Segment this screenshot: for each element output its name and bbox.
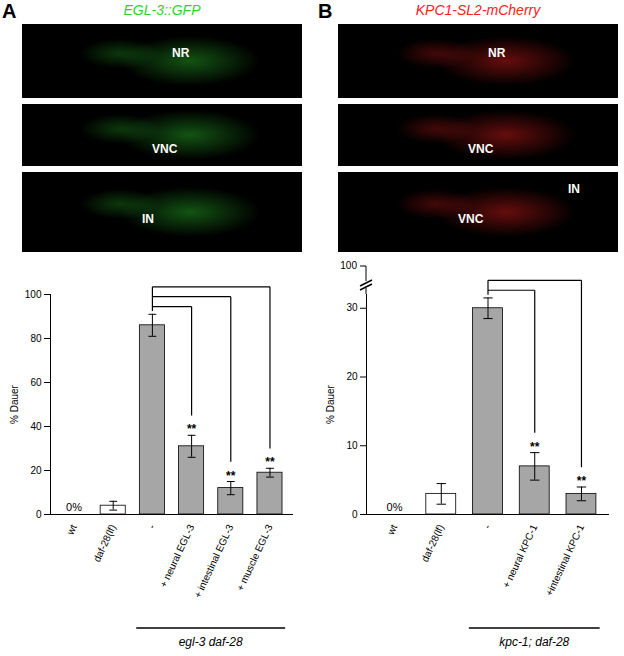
html-text:B: B bbox=[318, 0, 333, 22]
svg-text:20: 20 bbox=[30, 465, 42, 476]
svg-text:**: ** bbox=[530, 440, 540, 454]
svg-text:daf-28(lf): daf-28(lf) bbox=[91, 523, 118, 564]
html-text:VNC: VNC bbox=[468, 142, 494, 156]
svg-text:100: 100 bbox=[25, 289, 42, 300]
svg-text:+ neural EGL-3: + neural EGL-3 bbox=[158, 522, 197, 589]
html-text:VNC: VNC bbox=[152, 142, 178, 156]
html-text:NR: NR bbox=[488, 46, 506, 60]
svg-text:20: 20 bbox=[346, 371, 358, 382]
html-text:A: A bbox=[2, 0, 17, 22]
svg-text:40: 40 bbox=[30, 421, 42, 432]
svg-text:0%: 0% bbox=[387, 501, 403, 513]
svg-text:daf-28(lf): daf-28(lf) bbox=[419, 523, 446, 564]
html-text:EGL-3::GFP: EGL-3::GFP bbox=[123, 2, 201, 18]
html-text:KPC1-SL2-mCherry: KPC1-SL2-mCherry bbox=[415, 2, 541, 18]
svg-text:wt: wt bbox=[385, 523, 400, 538]
svg-text:egl-3 daf-28: egl-3 daf-28 bbox=[179, 635, 243, 649]
svg-text:100: 100 bbox=[340, 260, 357, 271]
svg-text:0: 0 bbox=[352, 509, 358, 520]
svg-text:0: 0 bbox=[36, 509, 42, 520]
svg-text:-: - bbox=[146, 523, 157, 531]
svg-text:**: ** bbox=[265, 455, 275, 469]
html-text:IN: IN bbox=[568, 182, 580, 196]
svg-text:**: ** bbox=[187, 422, 197, 436]
svg-text:10: 10 bbox=[346, 440, 358, 451]
svg-text:kpc-1; daf-28: kpc-1; daf-28 bbox=[499, 635, 569, 649]
svg-text:**: ** bbox=[577, 474, 587, 488]
svg-text:wt: wt bbox=[64, 523, 79, 538]
svg-text:60: 60 bbox=[30, 377, 42, 388]
svg-text:+ intestinal EGL-3: + intestinal EGL-3 bbox=[192, 522, 236, 599]
html-text:NR: NR bbox=[172, 46, 190, 60]
html-text:IN: IN bbox=[142, 212, 154, 226]
html-text:VNC: VNC bbox=[458, 212, 484, 226]
svg-text:+ muscle EGL-3: + muscle EGL-3 bbox=[234, 522, 275, 592]
svg-text:% Dauer: % Dauer bbox=[9, 384, 20, 424]
svg-text:0%: 0% bbox=[66, 501, 82, 513]
svg-text:+ neural KPC-1: + neural KPC-1 bbox=[500, 522, 539, 589]
svg-text:-: - bbox=[481, 523, 492, 531]
svg-text:**: ** bbox=[226, 469, 236, 483]
svg-text:30: 30 bbox=[346, 302, 358, 313]
svg-text:+intestinal KPC-1: +intestinal KPC-1 bbox=[543, 522, 586, 597]
svg-text:80: 80 bbox=[30, 333, 42, 344]
svg-text:% Dauer: % Dauer bbox=[325, 384, 336, 424]
